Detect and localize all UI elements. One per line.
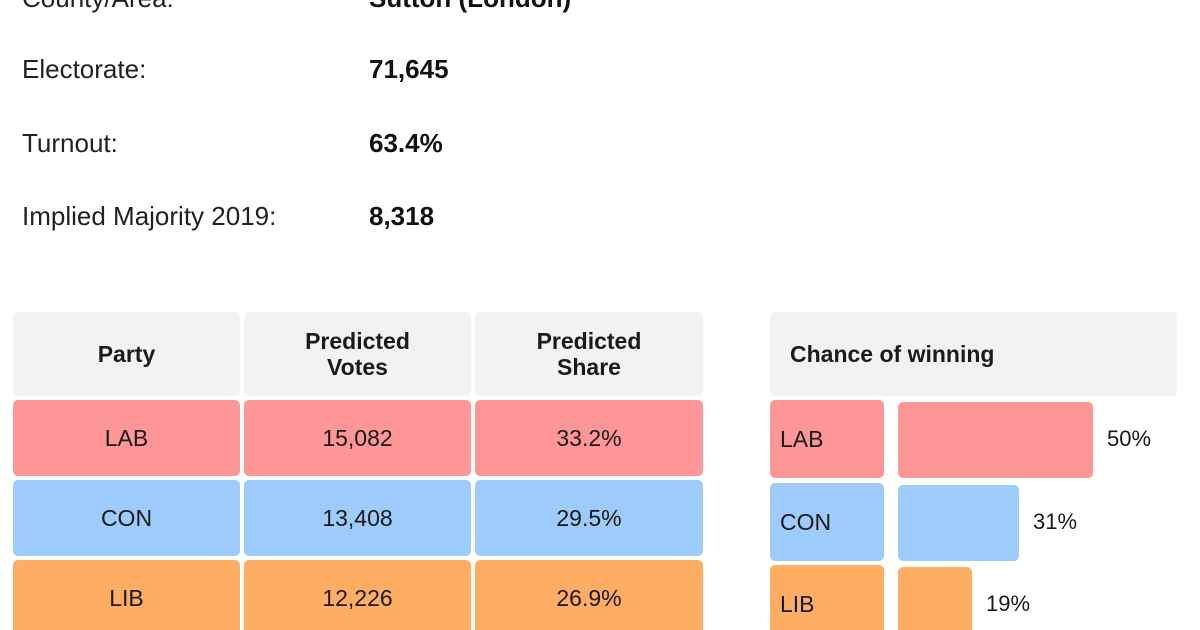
prediction-table: Party Predicted Votes Predicted Share LA… bbox=[9, 308, 707, 630]
votes-header-line1: Predicted bbox=[305, 328, 410, 354]
votes-header-line2: Votes bbox=[327, 354, 388, 380]
table-row: LIB 12,226 26.9% bbox=[13, 560, 703, 630]
share-header-line2: Share bbox=[557, 354, 621, 380]
share-cell: 26.9% bbox=[475, 560, 703, 630]
party-column-header: Party bbox=[13, 312, 240, 396]
share-header-line1: Predicted bbox=[536, 328, 642, 354]
chance-bar bbox=[898, 567, 972, 630]
electorate-row: Electorate: 71,645 bbox=[22, 49, 449, 89]
table-header-row: Party Predicted Votes Predicted Share bbox=[13, 312, 703, 396]
turnout-row: Turnout: 63.4% bbox=[22, 123, 443, 163]
chance-percent-label: 19% bbox=[986, 591, 1031, 616]
votes-cell: 15,082 bbox=[244, 400, 471, 476]
table-row: CON 13,408 29.5% bbox=[13, 480, 703, 556]
chance-party-label: LAB bbox=[770, 400, 884, 478]
party-cell: CON bbox=[13, 480, 240, 556]
chance-party-label: LIB bbox=[770, 565, 884, 630]
share-cell: 29.5% bbox=[475, 480, 703, 556]
chance-percent-label: 31% bbox=[1033, 509, 1078, 534]
county-value: Sutton (London) bbox=[369, 0, 571, 14]
majority-label: Implied Majority 2019: bbox=[22, 200, 277, 231]
party-header-text: Party bbox=[97, 341, 156, 367]
chance-header-text: Chance of winning bbox=[790, 340, 995, 367]
majority-value: 8,318 bbox=[369, 200, 435, 231]
turnout-value: 63.4% bbox=[369, 127, 443, 158]
electorate-label: Electorate: bbox=[22, 53, 147, 84]
chance-of-winning-header: Chance of winning bbox=[770, 312, 1177, 396]
votes-cell: 13,408 bbox=[244, 480, 471, 556]
table-row: LAB 15,082 33.2% bbox=[13, 400, 703, 476]
chance-bar bbox=[898, 485, 1019, 561]
predicted-votes-column-header: Predicted Votes bbox=[244, 312, 471, 396]
county-row: County/Area: Sutton (London) bbox=[22, 0, 571, 18]
party-cell: LIB bbox=[13, 560, 240, 630]
predicted-share-column-header: Predicted Share bbox=[475, 312, 703, 396]
electorate-value: 71,645 bbox=[369, 53, 449, 84]
chance-bar bbox=[898, 402, 1093, 478]
chance-percent-label: 50% bbox=[1107, 426, 1152, 451]
share-cell: 33.2% bbox=[475, 400, 703, 476]
party-cell: LAB bbox=[13, 400, 240, 476]
majority-row: Implied Majority 2019: 8,318 bbox=[22, 196, 434, 236]
votes-cell: 12,226 bbox=[244, 560, 471, 630]
county-label: County/Area: bbox=[22, 0, 369, 14]
turnout-label: Turnout: bbox=[22, 127, 118, 158]
chance-party-label: CON bbox=[770, 483, 884, 561]
